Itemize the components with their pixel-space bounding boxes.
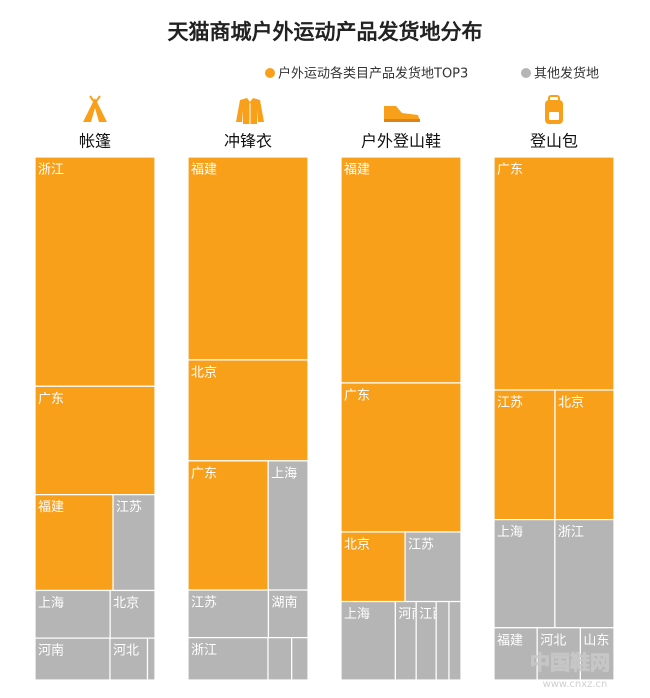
treemap-cell [448,600,462,681]
jacket-icon [236,98,264,124]
cell-label: 北京 [191,365,217,380]
cell-label: 福建 [344,163,370,178]
legend-marker [265,68,275,78]
cell-label: 江苏 [408,536,434,552]
treemap-cell [187,359,309,462]
panel-title: 帐篷 [79,132,111,151]
treemap-cell [267,589,309,639]
cell-label: 上海 [38,596,64,611]
cell-label: 上海 [497,525,523,540]
chart-title: 天猫商城户外运动产品发货地分布 [168,20,483,44]
treemap-cell [579,627,615,681]
treemap-cell [435,600,450,681]
cell-label: 江苏 [116,499,142,515]
treemap-cell [34,385,156,496]
cell-label: 广东 [38,392,64,407]
watermark-url: www.cnxz.cn [543,679,608,690]
treemap-cell [493,156,615,391]
cell-label: 河南 [38,643,64,659]
treemap-cell [340,531,406,603]
cell-label: 上海 [271,466,297,481]
backpack-icon [545,95,563,124]
cell-label: 广东 [191,466,217,481]
cell-label: 湖南 [271,595,297,611]
cell-label: 上海 [344,607,370,622]
treemap-cell [493,518,556,629]
cell-label: 广东 [344,388,370,403]
cell-label: 江苏 [497,395,523,411]
cell-label: 浙江 [558,525,584,540]
treemap-cell [267,460,309,591]
treemap-cell [34,494,114,592]
treemap-cell [291,637,309,681]
treemap-cell [493,627,538,681]
treemap-cell [554,518,615,629]
cell-label: 河北 [540,633,566,648]
legend-marker [521,68,531,78]
panel-title: 户外登山鞋 [361,132,441,151]
cell-label: 浙江 [38,163,64,178]
treemap-cell [404,531,462,603]
treemap-cell [493,389,556,521]
cell-label: 福建 [191,163,217,178]
treemap-cell [109,589,156,639]
treemap-cell [554,389,615,521]
panel-title: 登山包 [530,132,578,151]
legend-label: 户外运动各类目产品发货地TOP3 [278,66,468,82]
cell-label: 北京 [558,396,584,411]
cell-label: 北京 [113,596,139,611]
treemap-cell [112,494,156,592]
watermark: 中国鞋网 [530,651,610,675]
treemap-cell [187,589,270,639]
cell-label: 山东 [583,633,609,648]
cell-label: 福建 [38,500,64,515]
cell-label: 浙江 [191,643,217,658]
treemap-cell [187,156,309,361]
cell-label: 福建 [497,633,523,648]
cell-label: 江苏 [191,595,217,611]
treemap-cell [536,627,582,681]
shoe-icon [384,106,420,122]
cell-label: 广东 [497,163,523,178]
panel-title: 冲锋衣 [224,132,272,151]
cell-label: 河北 [113,644,139,659]
treemap-cell [340,600,397,681]
treemap-cell [146,637,156,681]
legend-label: 其他发货地 [534,66,599,82]
treemap-cell [34,637,111,681]
cell-label: 北京 [344,537,370,552]
treemap-cell [340,382,462,533]
treemap-cell [187,637,269,681]
treemap-cell [340,156,462,384]
treemap-cell [109,637,149,681]
treemap-cell [34,156,156,387]
tent-icon [83,95,107,122]
treemap-cell [267,637,293,681]
